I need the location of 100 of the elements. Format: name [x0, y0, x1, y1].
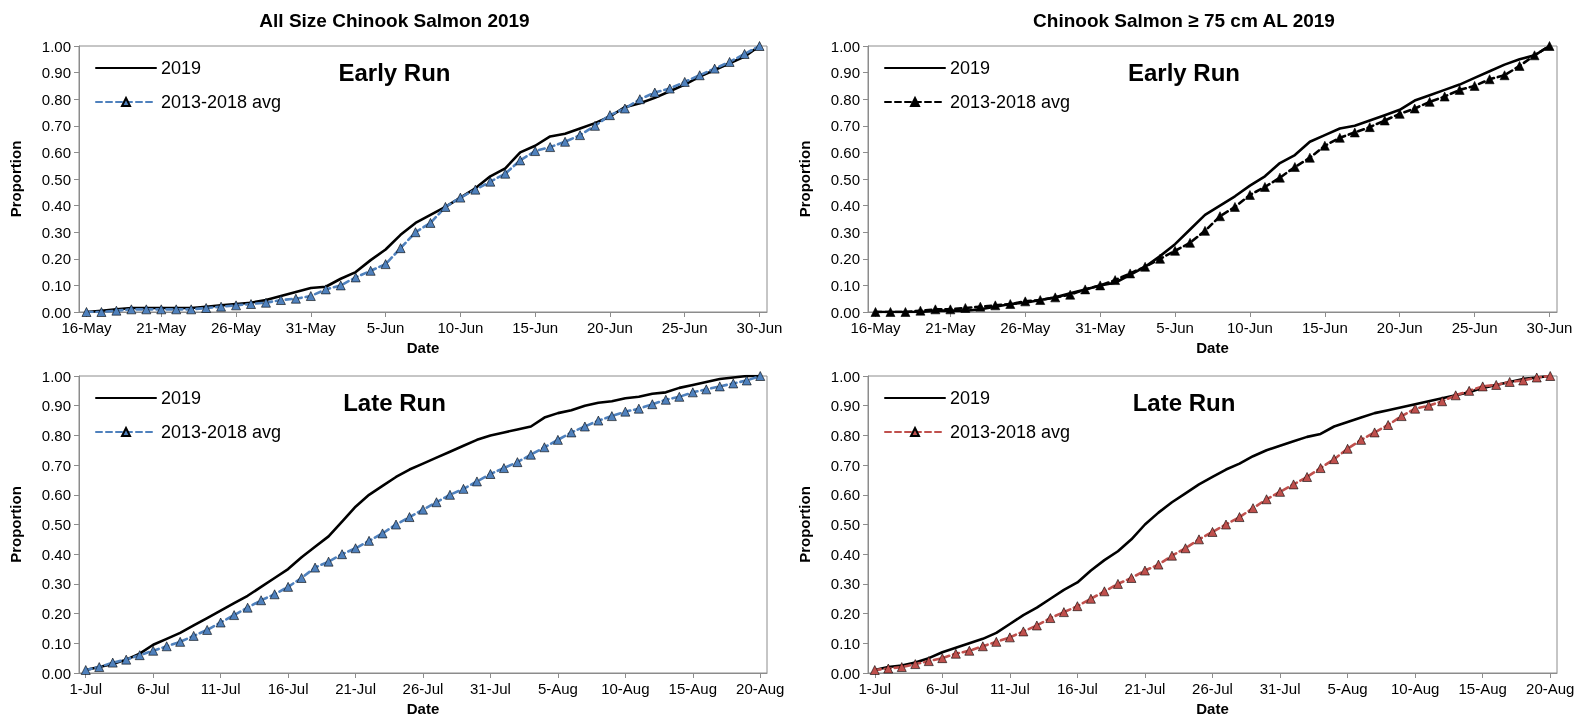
point [688, 387, 698, 398]
annotation: Late Run [1132, 388, 1236, 416]
x-tick-label: 15-Jun [1301, 319, 1348, 336]
point [188, 631, 199, 641]
y-tick-label: 0.90 [830, 64, 860, 82]
x-tick-label: 5-Aug [1327, 680, 1368, 697]
point [741, 375, 752, 386]
legend-label: 2019 [161, 388, 202, 408]
y-axis-title: Proportion [7, 486, 24, 563]
y-tick-label: 1.00 [41, 37, 71, 55]
x-tick-label: 21-Jul [1124, 680, 1166, 697]
y-tick-label: 0.00 [830, 303, 860, 321]
point [923, 656, 934, 666]
point [425, 218, 436, 228]
point [553, 435, 563, 445]
point [440, 202, 451, 212]
x-tick-label: 20-Jun [587, 319, 633, 336]
point [202, 625, 212, 635]
x-tick-label: 10-Aug [1390, 680, 1440, 697]
y-axis-title: Proportion [7, 140, 24, 218]
y-tick-label: 0.60 [830, 143, 860, 161]
point [431, 497, 442, 508]
point [1140, 261, 1150, 272]
x-tick-label: 16-Jul [267, 680, 309, 697]
x-tick-label: 20-Jun [1376, 319, 1423, 336]
x-tick-label: 30-Jun [1526, 319, 1573, 336]
y-tick-label: 0.60 [830, 486, 860, 504]
point [161, 641, 172, 652]
point [1180, 543, 1191, 554]
point [620, 406, 631, 417]
point [1261, 494, 1272, 505]
point [1504, 377, 1515, 387]
point [201, 303, 211, 313]
point [1450, 390, 1461, 401]
point [134, 650, 145, 660]
y-tick-label: 0.10 [830, 276, 860, 294]
point [1499, 70, 1510, 81]
y-tick-label: 0.70 [41, 456, 71, 474]
point [1113, 579, 1123, 589]
point [883, 663, 894, 674]
point [391, 519, 401, 530]
point [186, 304, 196, 315]
point [607, 411, 617, 421]
x-tick-label: 10-Aug [601, 680, 650, 697]
point [869, 665, 880, 675]
y-tick-label: 0.60 [41, 143, 71, 161]
y-tick-label: 0.40 [830, 545, 860, 563]
point [694, 70, 705, 81]
legend-label: 2013-2018 avg [161, 92, 282, 112]
point [1140, 565, 1150, 576]
point [470, 184, 481, 195]
y-tick-label: 0.80 [830, 90, 860, 108]
point [1484, 74, 1495, 85]
point [296, 573, 307, 583]
point [1207, 527, 1218, 537]
point [885, 307, 896, 317]
point [216, 301, 226, 312]
point [1020, 296, 1031, 307]
y-tick-label: 0.20 [830, 250, 860, 268]
point [1514, 61, 1525, 71]
y-tick-label: 1.00 [41, 367, 71, 385]
point [1469, 81, 1480, 91]
point [1099, 586, 1110, 597]
legend-label: 2019 [161, 58, 202, 78]
x-tick-label: 31-Jul [1259, 680, 1301, 697]
point [634, 403, 644, 414]
point [1329, 454, 1339, 464]
point [472, 476, 482, 487]
point [1126, 573, 1137, 583]
point [590, 121, 600, 131]
y-tick-label: 0.70 [830, 117, 860, 135]
point [350, 543, 361, 554]
point [1230, 202, 1240, 212]
point [1095, 280, 1105, 291]
point [1215, 211, 1225, 222]
point [1086, 593, 1096, 604]
point [1045, 613, 1056, 623]
point [365, 265, 376, 276]
point [701, 384, 712, 395]
x-tick-label: 31-May [1075, 319, 1126, 336]
point [306, 291, 316, 301]
x-tick-label: 21-Jul [335, 680, 376, 697]
y-tick-label: 0.40 [830, 197, 860, 215]
point [1349, 127, 1360, 138]
x-tick-label: 20-Aug [736, 680, 785, 697]
point [458, 484, 469, 494]
point [310, 562, 320, 573]
point [1194, 534, 1204, 545]
point [1439, 91, 1450, 102]
point [1080, 284, 1090, 295]
point [1379, 115, 1390, 126]
point [121, 654, 132, 665]
x-tick-label: 15-Jun [512, 319, 559, 336]
point [1409, 103, 1420, 114]
x-axis-title: Date [1196, 700, 1229, 717]
point [1356, 435, 1366, 445]
x-tick-label: 25-Jun [661, 319, 708, 336]
point [1221, 519, 1231, 530]
x-tick-label: 30-Jun [736, 319, 783, 336]
point [96, 307, 107, 317]
